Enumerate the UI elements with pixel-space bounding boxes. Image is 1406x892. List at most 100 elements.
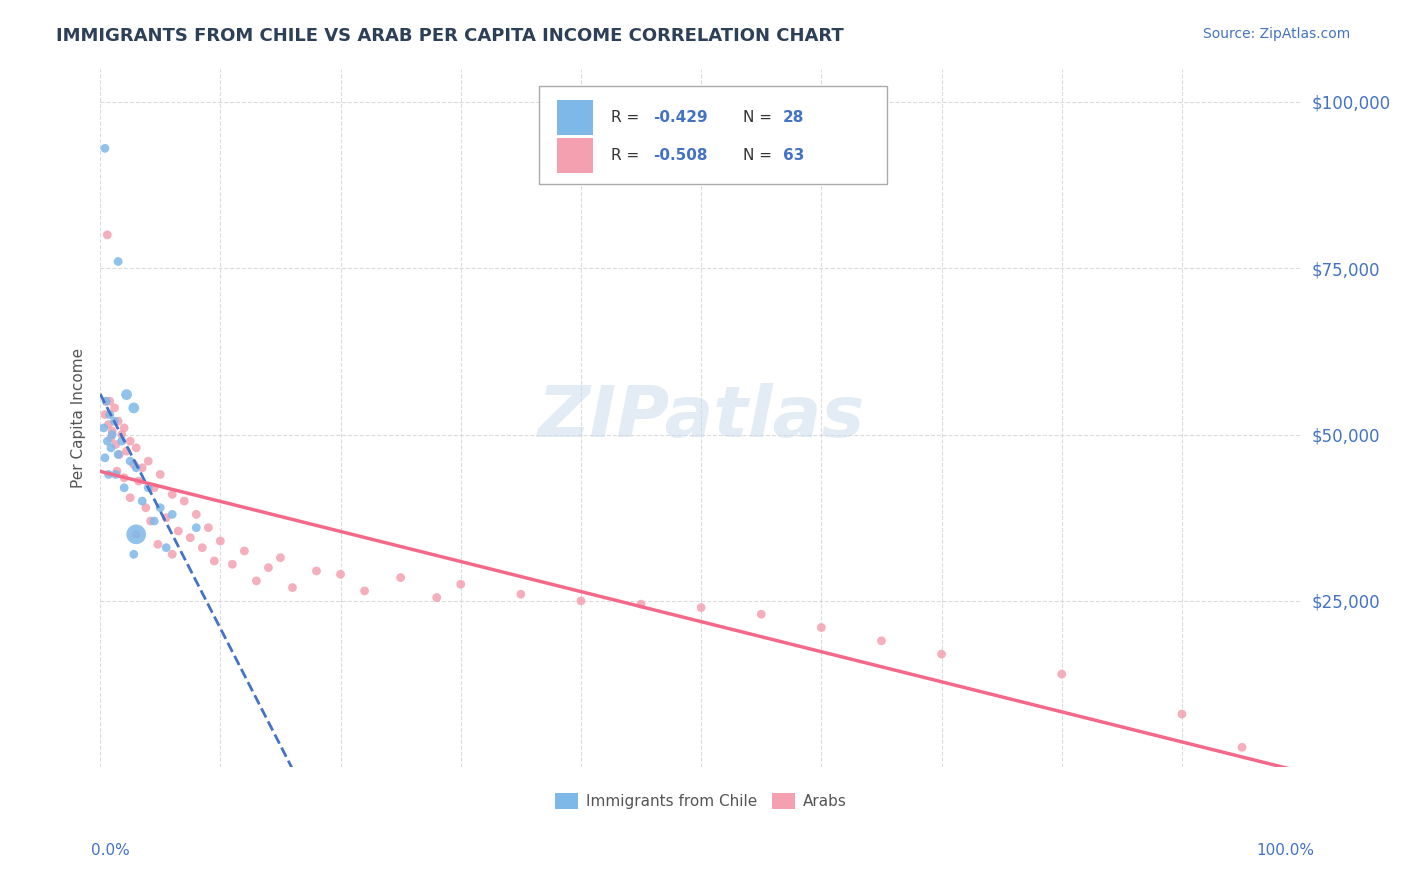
Point	[146, 537, 169, 551]
Point	[97, 467, 120, 482]
Point	[186, 521, 208, 535]
Point	[112, 471, 135, 485]
Point	[94, 141, 117, 155]
Point	[103, 401, 125, 415]
Point	[100, 431, 122, 445]
Point	[112, 481, 135, 495]
Point	[139, 514, 162, 528]
Point	[810, 620, 832, 634]
Point	[108, 448, 131, 462]
Point	[173, 494, 195, 508]
Point	[100, 441, 122, 455]
Text: -0.429: -0.429	[652, 110, 707, 125]
Point	[94, 450, 117, 465]
Point	[149, 467, 172, 482]
Point	[1171, 706, 1194, 721]
Point	[202, 554, 225, 568]
Point	[245, 574, 267, 588]
Point	[162, 547, 184, 561]
Point	[186, 508, 208, 522]
Point	[115, 444, 138, 458]
Point	[96, 434, 118, 449]
Point	[120, 454, 142, 468]
Point	[125, 527, 148, 541]
Point	[98, 394, 121, 409]
Point	[96, 227, 118, 242]
Point	[569, 594, 592, 608]
Point	[149, 500, 172, 515]
Point	[389, 571, 412, 585]
Point	[136, 481, 159, 495]
Point	[221, 558, 243, 572]
Point	[97, 417, 120, 432]
Point	[135, 500, 157, 515]
Point	[690, 600, 713, 615]
Y-axis label: Per Capita Income: Per Capita Income	[72, 348, 86, 488]
Point	[107, 448, 129, 462]
FancyBboxPatch shape	[538, 86, 887, 184]
Point	[125, 441, 148, 455]
Point	[112, 421, 135, 435]
Point	[98, 408, 121, 422]
Text: Source: ZipAtlas.com: Source: ZipAtlas.com	[1202, 27, 1350, 41]
Point	[101, 424, 124, 438]
Point	[143, 514, 166, 528]
Point	[131, 494, 153, 508]
Point	[125, 527, 148, 541]
Point	[105, 464, 128, 478]
Bar	[557, 138, 593, 173]
Bar	[557, 100, 593, 135]
Text: R =: R =	[612, 148, 644, 163]
Point	[209, 533, 232, 548]
Point	[107, 254, 129, 268]
Point	[136, 454, 159, 468]
Point	[128, 474, 150, 488]
Point	[426, 591, 449, 605]
Point	[122, 547, 145, 561]
Point	[191, 541, 214, 555]
Point	[162, 487, 184, 501]
Point	[111, 434, 134, 449]
Point	[94, 394, 117, 409]
Point	[143, 481, 166, 495]
Point	[630, 597, 652, 611]
Point	[94, 394, 117, 409]
Point	[94, 408, 117, 422]
Point	[115, 387, 138, 401]
Point	[1050, 667, 1073, 681]
Point	[125, 460, 148, 475]
Text: R =: R =	[612, 110, 644, 125]
Point	[870, 633, 893, 648]
Point	[120, 491, 142, 505]
Point	[353, 583, 375, 598]
Point	[120, 434, 142, 449]
Point	[111, 427, 134, 442]
Point	[162, 508, 184, 522]
Point	[167, 524, 190, 538]
Point	[107, 414, 129, 428]
Text: IMMIGRANTS FROM CHILE VS ARAB PER CAPITA INCOME CORRELATION CHART: IMMIGRANTS FROM CHILE VS ARAB PER CAPITA…	[56, 27, 844, 45]
Point	[931, 647, 953, 661]
Point	[305, 564, 328, 578]
Point	[257, 560, 280, 574]
Text: -0.508: -0.508	[652, 148, 707, 163]
Text: N =: N =	[744, 148, 778, 163]
Point	[749, 607, 772, 622]
Point	[104, 467, 127, 482]
Point	[104, 437, 127, 451]
Point	[1230, 740, 1253, 755]
Point	[197, 521, 219, 535]
Point	[450, 577, 472, 591]
Point	[269, 550, 291, 565]
Point	[93, 421, 115, 435]
Point	[101, 427, 124, 442]
Point	[122, 458, 145, 472]
Text: N =: N =	[744, 110, 778, 125]
Point	[155, 541, 177, 555]
Text: 28: 28	[783, 110, 804, 125]
Point	[233, 544, 256, 558]
Point	[509, 587, 531, 601]
Legend: Immigrants from Chile, Arabs: Immigrants from Chile, Arabs	[550, 788, 853, 815]
Point	[179, 531, 201, 545]
Text: 0.0%: 0.0%	[91, 843, 131, 858]
